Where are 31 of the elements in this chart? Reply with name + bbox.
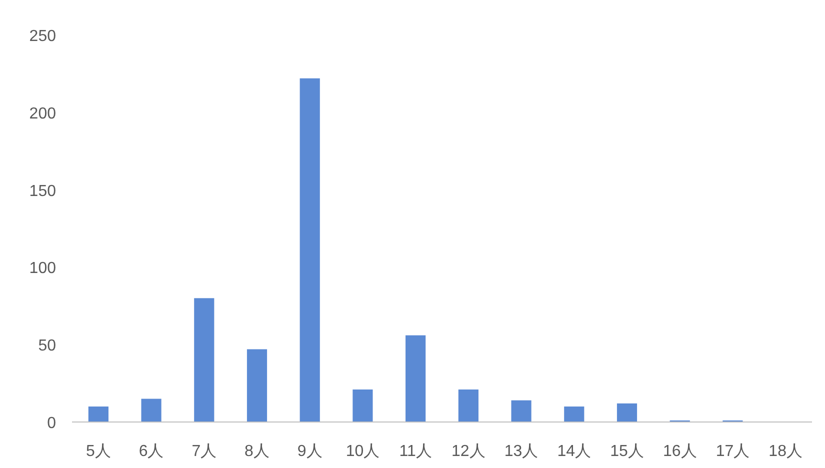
- bar: [300, 78, 320, 422]
- x-tick-label: 7人: [192, 443, 217, 460]
- x-tick-label: 13人: [504, 443, 538, 460]
- x-tick-label: 10人: [346, 443, 380, 460]
- x-tick-label: 9人: [297, 443, 322, 460]
- bar: [246, 349, 268, 422]
- bar: [406, 335, 426, 422]
- bar: [616, 403, 638, 422]
- x-tick-label: 14人: [557, 443, 592, 460]
- bar: [88, 406, 108, 422]
- bar: [352, 389, 373, 422]
- y-tick-label: 250: [29, 28, 56, 45]
- x-tick-label: 12人: [452, 443, 486, 460]
- y-tick-label: 50: [38, 338, 56, 355]
- bar: [194, 298, 214, 422]
- y-tick-label: 0: [47, 415, 56, 432]
- x-tick-label: 5人: [86, 443, 111, 460]
- bar: [458, 389, 478, 422]
- bar: [564, 406, 584, 422]
- x-tick-label: 6人: [138, 443, 164, 460]
- y-tick-label: 200: [29, 105, 56, 122]
- x-tick-label: 8人: [244, 443, 270, 460]
- x-tick-label: 15人: [610, 443, 644, 460]
- x-tick-label: 11人: [399, 443, 432, 460]
- y-tick-label: 150: [29, 182, 56, 200]
- x-tick-label: 18人: [768, 443, 802, 460]
- x-tick-label: 16人: [662, 443, 697, 460]
- y-tick-label: 100: [29, 260, 56, 278]
- bar: [511, 400, 532, 422]
- bar: [141, 398, 162, 422]
- x-tick-label: 17人: [716, 443, 750, 460]
